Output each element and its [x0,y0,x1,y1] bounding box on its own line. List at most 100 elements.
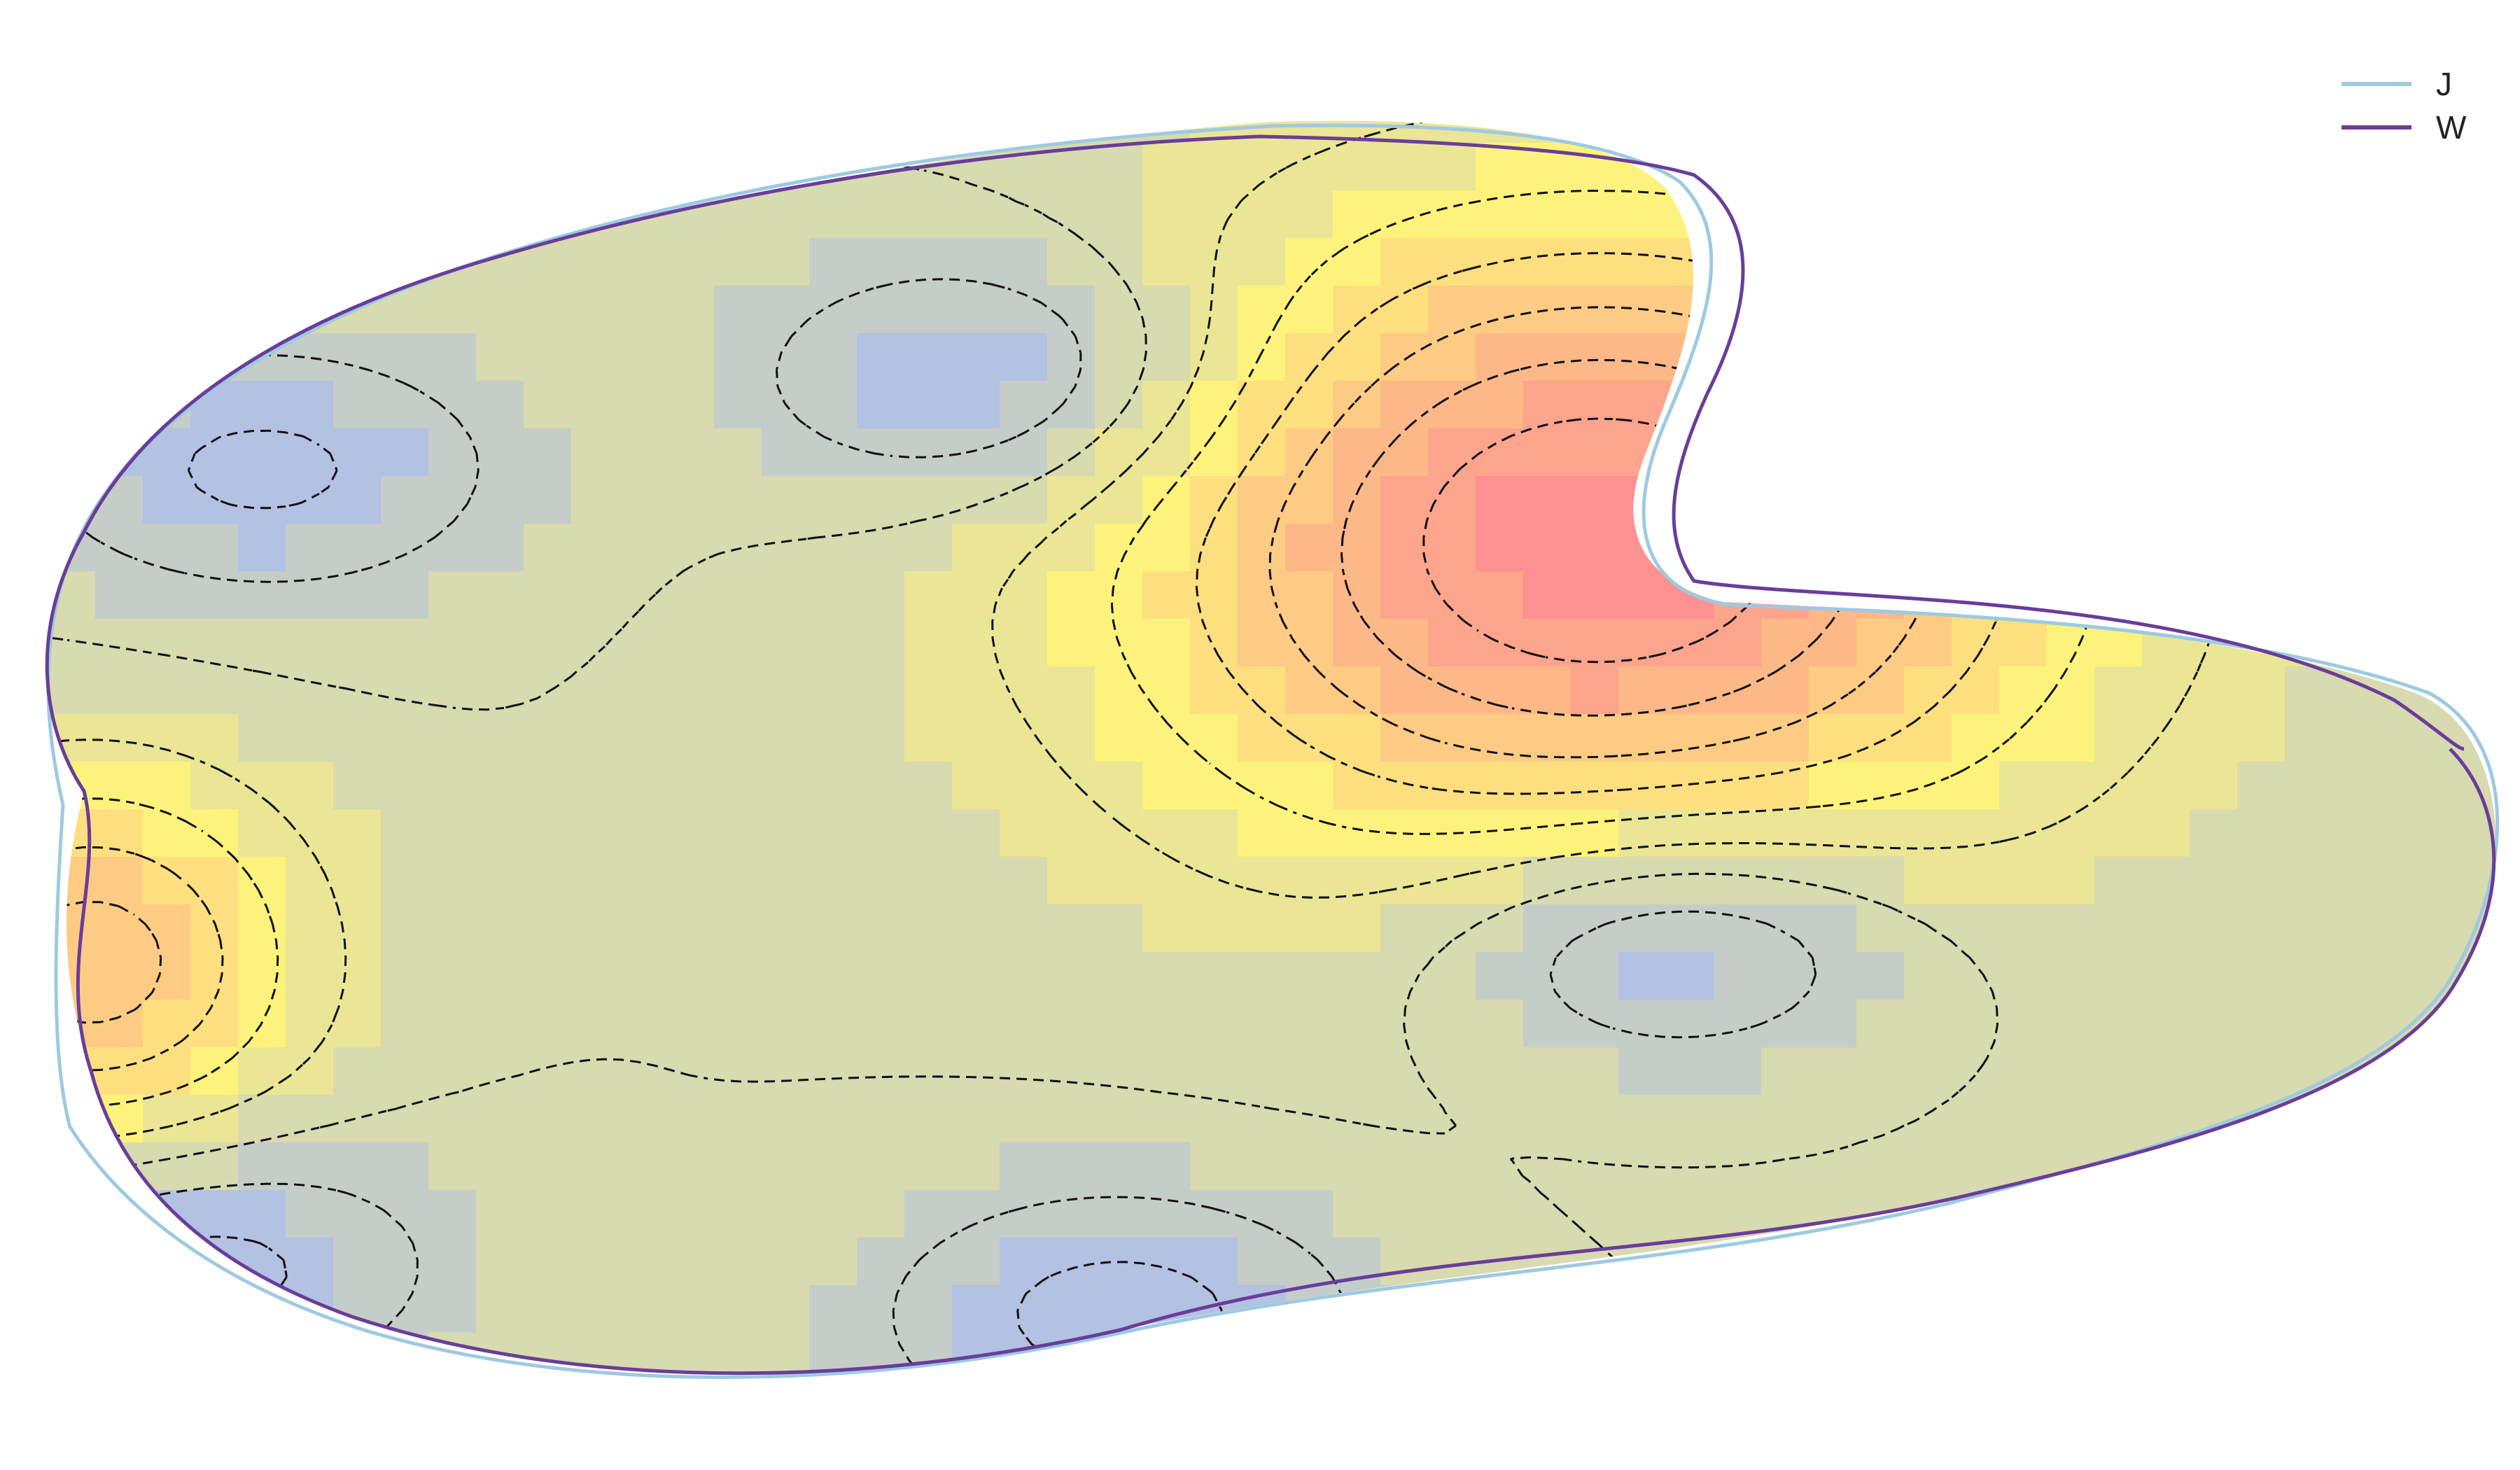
heat-cell [2190,857,2238,905]
heat-cell [1904,381,1952,429]
heat-cell [2142,1428,2190,1470]
heat-cell [2475,524,2496,572]
heat-cell [524,1190,572,1238]
heat-cell [95,0,144,48]
heat-cell [1523,571,1572,620]
heat-cell [1666,857,1714,905]
heat-cell [1666,666,1714,715]
heat-cell [1238,904,1286,953]
heat-cell [2332,238,2381,286]
heat-cell [1571,762,1619,810]
heat-cell [190,904,239,953]
heat-cell [1809,48,1857,96]
heat-cell [571,952,620,1000]
heat-cell [1714,1095,1762,1143]
heat-cell [48,333,96,382]
heat-cell [143,1285,191,1334]
heat-cell [381,1047,429,1096]
heat-cell [1856,619,1905,667]
heat-cell [1000,238,1048,286]
heat-cell [1428,1380,1476,1429]
heat-cell [2428,1190,2476,1238]
heat-cell [809,120,858,144]
heat-cell [1761,809,1809,858]
heat-cell [1523,1238,1572,1286]
heat-cell [2475,1047,2496,1096]
heat-cell [2142,714,2190,762]
heat-cell [1856,428,1905,477]
heat-cell [2475,1428,2520,1470]
heat-cell [1095,1000,1143,1048]
heat-cell [571,333,620,382]
heat-cell [381,714,429,762]
heat-cell [333,238,382,286]
heat-cell [666,952,715,1000]
heat-cell [1999,809,2047,858]
heat-cell [1856,857,1905,905]
heat-cell [2190,1000,2238,1048]
heat-cell [2380,1428,2428,1470]
heat-cell [2142,238,2190,286]
heat-cell [809,952,858,1000]
heat-cell [2380,381,2428,429]
heat-cell [1190,0,1238,48]
heat-cell [524,381,572,429]
heat-cell [2285,1238,2333,1286]
heat-cell [95,120,144,144]
heat-cell [47,952,48,1000]
heat-cell [1952,904,2000,953]
heat-cell [1000,762,1048,810]
heat-cell [2047,1428,2095,1470]
heat-cell [571,1047,620,1096]
heat-cell [2332,524,2381,572]
heat-cell [1952,762,2000,810]
heat-cell [809,381,858,429]
heat-cell [143,428,191,477]
heat-cell [1809,1428,1857,1470]
heat-cell [2380,857,2428,905]
heat-cell [1523,428,1572,477]
heat-cell [1856,1000,1905,1048]
heat-cell [1428,809,1476,858]
heat-cell [1190,476,1238,524]
heat-cell [857,286,905,334]
heat-cell [1904,714,1952,762]
heat-cell [238,476,286,524]
heat-cell [1809,952,1857,1000]
heat-cell [2237,286,2286,334]
heat-cell [333,571,382,620]
heat-cell [1809,857,1857,905]
heat-cell [714,571,762,620]
heat-cell [1142,190,1191,239]
heat-cell [1285,190,1334,239]
heat-cell [1856,952,1905,1000]
heat-cell [952,1142,1000,1191]
heat-cell [904,762,953,810]
heat-cell [1285,1380,1334,1429]
heat-cell [904,190,953,239]
heat-cell [666,143,715,191]
heat-cell [1714,762,1762,810]
heat-cell [1285,952,1334,1000]
heat-cell [1856,1333,1905,1373]
heat-cell [476,190,524,239]
heat-cell [286,1047,334,1096]
heat-cell [857,428,905,477]
heat-cell [1142,1333,1191,1373]
heat-cell [1618,762,1667,810]
heat-cell [1523,1095,1572,1143]
heat-cell [2047,1190,2095,1238]
heat-cell [524,143,572,191]
heat-cell [143,333,191,382]
heat-cell [1190,238,1238,286]
heat-cell [1428,1095,1476,1143]
heat-cell [1047,619,1096,667]
heat-cell [190,1380,239,1429]
heat-cell [143,1380,191,1429]
heat-cell [381,809,429,858]
heat-cell [2332,120,2381,144]
heat-cell [381,1000,429,1048]
heat-cell [286,1380,334,1429]
heat-cell [1380,571,1429,620]
heat-cell [2428,1142,2476,1191]
